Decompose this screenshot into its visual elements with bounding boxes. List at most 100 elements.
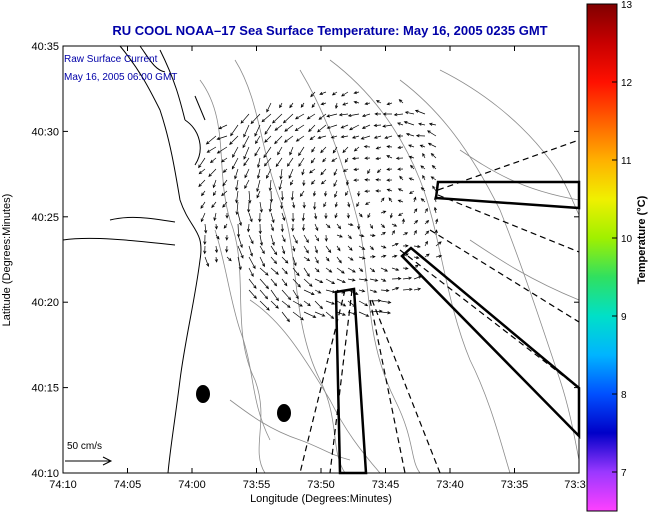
current-vector — [323, 201, 327, 208]
current-vector — [361, 124, 371, 129]
current-vector — [361, 113, 371, 118]
current-vector — [281, 256, 289, 264]
current-vector — [391, 254, 398, 258]
y-axis-ticks: 40:35 40:30 40:25 40:20 40:15 40:10 — [31, 41, 579, 480]
current-vector — [243, 146, 250, 160]
colorbar — [586, 3, 618, 512]
current-vector — [358, 212, 363, 218]
current-vector — [248, 234, 254, 245]
current-vector — [244, 168, 250, 179]
x-tick-label: 73:50 — [307, 479, 335, 491]
current-vector — [431, 165, 437, 170]
current-vector — [244, 179, 250, 189]
current-vector — [248, 267, 254, 277]
current-vector — [325, 267, 333, 273]
current-vector — [248, 278, 257, 289]
current-vector — [391, 267, 400, 271]
current-vector — [420, 198, 426, 203]
current-vector — [268, 179, 272, 192]
current-vector — [320, 146, 327, 154]
current-vector — [259, 300, 270, 311]
current-vector — [332, 146, 338, 154]
current-vector — [314, 223, 319, 232]
current-vector — [397, 134, 404, 138]
current-vector — [250, 113, 261, 125]
current-vector — [235, 201, 239, 216]
current-vector — [270, 212, 275, 224]
current-vector — [281, 234, 286, 243]
current-vector — [369, 278, 379, 282]
current-vector — [226, 256, 232, 262]
current-vector — [347, 223, 354, 227]
y-tick-label: 40:20 — [31, 297, 59, 309]
current-vector — [413, 255, 420, 260]
current-vector — [364, 201, 371, 205]
current-vector — [422, 152, 426, 159]
current-vector — [203, 234, 207, 246]
current-vector — [424, 219, 430, 225]
current-vector — [353, 90, 360, 95]
current-vector — [424, 240, 428, 247]
current-vector — [325, 256, 330, 262]
current-vector — [314, 267, 320, 273]
current-vector — [300, 102, 305, 108]
current-vector — [205, 135, 217, 145]
current-vector — [209, 157, 217, 164]
current-vector — [402, 253, 409, 258]
current-vector — [367, 212, 371, 219]
current-vector — [342, 102, 349, 106]
current-vector — [369, 289, 378, 293]
current-vector — [266, 102, 272, 113]
current-vector — [351, 135, 360, 139]
current-vector — [389, 212, 393, 219]
current-vector — [294, 113, 305, 120]
surface-current-vectors — [198, 90, 443, 323]
current-vector — [230, 124, 239, 137]
current-vector — [336, 289, 346, 294]
current-vector — [259, 278, 270, 290]
current-vector — [432, 185, 437, 192]
current-vector — [336, 300, 347, 307]
current-vector — [291, 223, 295, 232]
current-vector — [303, 256, 311, 262]
current-vector — [311, 102, 316, 109]
current-vector — [280, 190, 284, 201]
current-vector — [419, 144, 426, 148]
current-vector — [225, 245, 229, 253]
current-vector — [320, 179, 327, 185]
current-vector — [325, 223, 331, 229]
current-vector — [397, 167, 404, 171]
current-vector — [402, 276, 413, 280]
current-vector — [264, 135, 272, 143]
current-vector — [281, 245, 286, 255]
current-vector — [272, 113, 283, 124]
current-vector — [363, 145, 371, 149]
current-vector — [391, 277, 402, 281]
current-vector — [303, 278, 313, 287]
current-vector — [413, 244, 421, 249]
current-vector — [263, 157, 272, 167]
current-vector — [336, 223, 342, 230]
current-vector — [243, 157, 250, 167]
current-vector — [336, 234, 343, 238]
current-vector — [369, 299, 382, 303]
current-vector — [289, 102, 294, 109]
current-vector — [317, 135, 327, 140]
current-vector — [357, 190, 361, 197]
current-vector — [314, 256, 319, 264]
current-vector — [325, 289, 336, 294]
current-vector — [218, 124, 228, 130]
current-vector — [200, 212, 206, 223]
current-vector — [369, 223, 374, 229]
current-vector — [274, 135, 283, 145]
colorbar-tick-label: 12 — [621, 78, 633, 89]
current-vector — [270, 223, 274, 232]
scale-arrow — [65, 456, 113, 466]
current-vector — [234, 168, 239, 180]
current-vector — [325, 311, 335, 320]
current-vector — [306, 113, 316, 120]
current-vector — [222, 168, 228, 173]
current-vector — [347, 278, 356, 282]
current-vector — [261, 113, 272, 123]
current-vector — [314, 212, 318, 220]
